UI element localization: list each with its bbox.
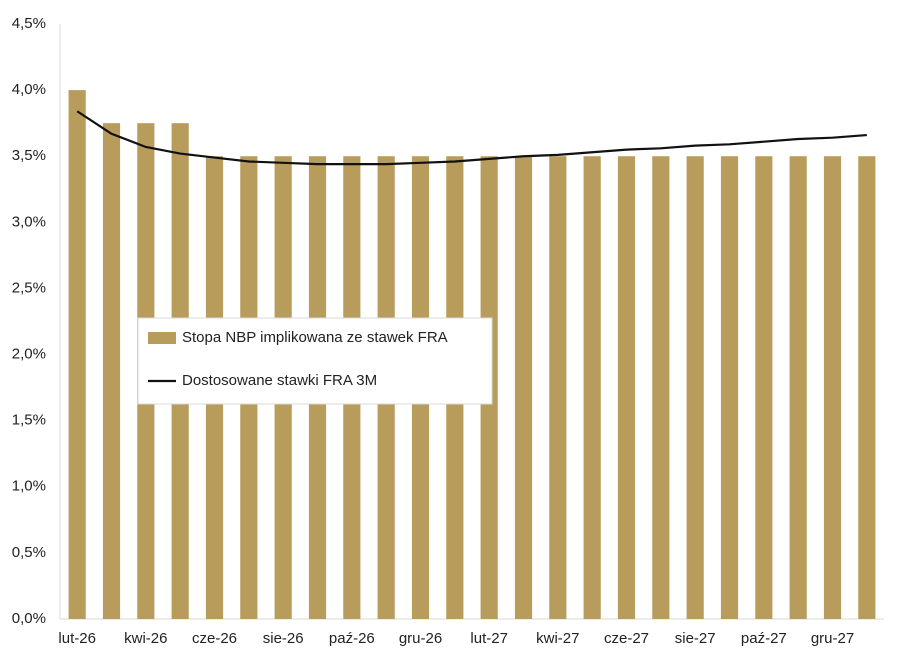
legend-label: Stopa NBP implikowana ze stawek FRA (182, 329, 448, 346)
bar (789, 156, 807, 619)
x-tick-label: paź-27 (741, 630, 787, 647)
bar (617, 156, 636, 619)
bar (102, 123, 121, 620)
x-tick-label: kwi-26 (124, 630, 167, 647)
x-tick-label: gru-27 (811, 630, 854, 647)
y-tick-label: 0,0% (12, 610, 46, 627)
x-tick-label: lut-27 (470, 630, 508, 647)
bar (583, 156, 601, 619)
bar (823, 156, 842, 619)
x-tick-label: cze-26 (192, 630, 237, 647)
x-tick-label: cze-27 (604, 630, 649, 647)
y-tick-label: 4,0% (12, 81, 46, 98)
x-tick-label: gru-26 (399, 630, 442, 647)
y-tick-label: 1,5% (12, 412, 46, 429)
x-tick-label: sie-27 (675, 630, 716, 647)
x-tick-label: lut-26 (58, 630, 96, 647)
bar (686, 156, 704, 619)
x-tick-label: kwi-27 (536, 630, 579, 647)
x-tick-label: paź-26 (329, 630, 375, 647)
bar (514, 156, 533, 619)
bar (720, 156, 739, 619)
y-tick-label: 2,0% (12, 346, 46, 363)
bar (755, 156, 773, 619)
x-tick-label: sie-26 (263, 630, 304, 647)
y-tick-label: 4,5% (12, 15, 46, 32)
y-tick-label: 1,0% (12, 478, 46, 495)
bar (68, 90, 86, 620)
bar (652, 156, 670, 619)
legend-swatch (148, 332, 176, 344)
line (76, 110, 867, 166)
legend-box (137, 317, 493, 405)
y-tick-label: 3,5% (12, 147, 46, 164)
bar (549, 156, 567, 619)
bar (858, 156, 876, 619)
y-tick-label: 3,0% (12, 213, 46, 230)
legend-label: Dostosowane stawki FRA 3M (182, 372, 377, 389)
y-tick-label: 2,5% (12, 279, 46, 296)
y-tick-label: 0,5% (12, 544, 46, 561)
